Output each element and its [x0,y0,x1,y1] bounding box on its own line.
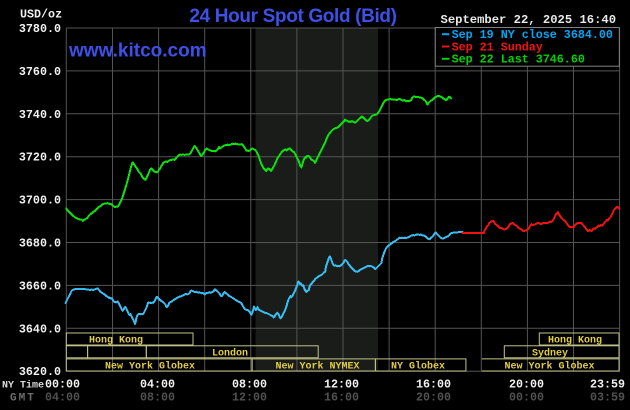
svg-text:3620.0: 3620.0 [19,365,61,379]
svg-text:12:00: 12:00 [324,378,359,392]
svg-text:23:59: 23:59 [590,378,625,392]
svg-text:00:00: 00:00 [45,378,80,392]
svg-text:00:00: 00:00 [509,390,544,404]
svg-text:NY Time: NY Time [2,380,44,392]
svg-text:NY Globex: NY Globex [391,360,445,372]
svg-text:24 Hour Spot Gold (Bid): 24 Hour Spot Gold (Bid) [189,6,396,27]
svg-text:3760.0: 3760.0 [19,65,61,79]
svg-text:Sep 21 Sunday: Sep 21 Sunday [452,40,543,54]
svg-text:USD/oz: USD/oz [20,8,62,22]
svg-text:Hong Kong: Hong Kong [548,336,602,347]
svg-text:08:00: 08:00 [232,378,267,392]
svg-text:20:00: 20:00 [509,378,544,392]
svg-text:Hong Kong: Hong Kong [89,336,143,347]
svg-text:12:00: 12:00 [232,390,267,404]
svg-text:Sep 22 Last 3746.60: Sep 22 Last 3746.60 [452,53,585,67]
svg-text:04:00: 04:00 [140,378,175,392]
svg-text:08:00: 08:00 [140,390,175,404]
svg-text:16:00: 16:00 [416,378,451,392]
svg-text:3700.0: 3700.0 [19,194,61,208]
svg-text:3660.0: 3660.0 [19,279,61,293]
svg-text:New York NYMEX: New York NYMEX [276,360,360,372]
svg-text:3720.0: 3720.0 [19,151,61,165]
svg-text:04:00: 04:00 [45,390,80,404]
svg-text:3780.0: 3780.0 [19,22,61,36]
svg-text:03:59: 03:59 [590,390,625,404]
svg-text:3740.0: 3740.0 [19,108,61,122]
svg-text:Sydney: Sydney [532,347,568,359]
svg-text:New York Globex: New York Globex [105,360,195,372]
svg-text:GMT: GMT [10,392,36,404]
svg-text:3680.0: 3680.0 [19,237,61,251]
svg-text:New York Globex: New York Globex [505,360,595,372]
svg-text:www.kitco.com: www.kitco.com [68,41,207,62]
svg-text:September 22, 2025 16:40: September 22, 2025 16:40 [441,13,617,27]
svg-text:16:00: 16:00 [324,390,359,404]
svg-text:London: London [212,347,248,359]
svg-text:Sep 19 NY close 3684.00: Sep 19 NY close 3684.00 [452,28,613,42]
svg-text:3640.0: 3640.0 [19,322,61,336]
svg-text:20:00: 20:00 [416,390,451,404]
